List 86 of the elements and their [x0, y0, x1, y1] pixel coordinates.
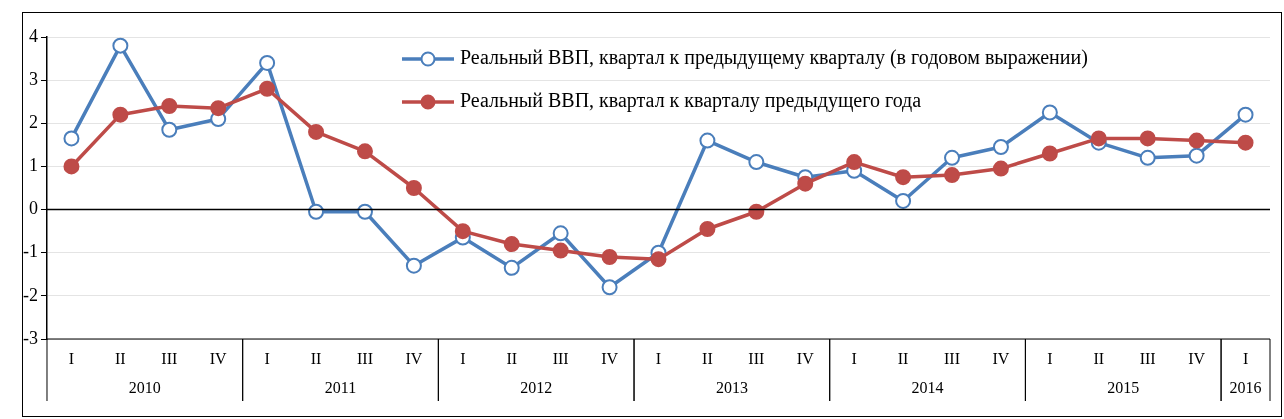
x-tick-label: II	[897, 350, 909, 368]
point	[259, 80, 276, 97]
point	[1237, 134, 1254, 151]
point	[992, 160, 1009, 177]
point	[1188, 147, 1205, 164]
x-tick-label: IV	[601, 350, 619, 368]
x-tick-label: I	[1242, 350, 1249, 368]
point	[895, 192, 912, 209]
point	[356, 143, 373, 160]
text: 2015	[1107, 379, 1140, 397]
text: 2012	[520, 379, 553, 397]
y-tick-label: -3	[22, 327, 38, 348]
x-tick-label: II	[702, 350, 713, 368]
point	[699, 132, 716, 149]
point	[259, 54, 276, 71]
x-tick-label: II	[115, 350, 126, 368]
point	[161, 121, 178, 138]
point	[748, 154, 765, 171]
x-tick-label: II	[310, 350, 322, 368]
point	[1188, 132, 1205, 149]
x-tick-label: IV	[1188, 350, 1206, 368]
x-tick-label: III	[552, 350, 569, 368]
point	[503, 236, 520, 253]
x-tick-label: IV	[209, 350, 228, 368]
point	[454, 223, 471, 240]
point	[356, 203, 373, 220]
text: 2013	[715, 379, 748, 397]
point	[1090, 130, 1107, 147]
x-tick-label: III	[748, 350, 765, 368]
x-tick-label: IV	[992, 350, 1010, 368]
point	[210, 100, 227, 117]
y-tick-label: -2	[22, 284, 38, 305]
point	[944, 167, 961, 184]
x-tick-label: II	[506, 350, 518, 368]
point	[552, 225, 569, 242]
point	[503, 259, 520, 276]
point	[846, 154, 863, 171]
point	[308, 123, 325, 140]
x-tick-label: III	[161, 350, 178, 368]
legend-label: Реальный ВВП, квартал к предыдущему кварталу (в годовом выражении)	[459, 46, 1088, 70]
point	[161, 98, 178, 115]
y-tick-label: 0	[28, 198, 38, 219]
point	[797, 175, 814, 192]
point	[552, 242, 569, 259]
point	[601, 249, 618, 266]
x-tick-label: IV	[796, 350, 815, 368]
text: 2016	[1229, 379, 1262, 397]
point	[112, 37, 129, 54]
y-tick-label: 1	[28, 155, 38, 176]
x-tick-label: I	[68, 350, 75, 368]
point	[308, 203, 325, 220]
x-tick-label: I	[655, 350, 662, 368]
legend-label: Реальный ВВП, квартал к кварталу предыдущего года	[459, 89, 922, 113]
text: 2010	[128, 379, 161, 397]
point	[748, 203, 765, 220]
point	[992, 139, 1009, 156]
text: 2014	[911, 379, 944, 397]
x-tick-label: I	[1047, 350, 1053, 368]
point	[405, 257, 422, 274]
point	[1041, 145, 1058, 162]
x-tick-label: III	[356, 350, 373, 368]
point	[405, 180, 422, 196]
y-tick-label: 2	[28, 112, 38, 133]
point	[601, 279, 618, 296]
point	[63, 158, 80, 175]
point	[944, 149, 961, 166]
text: 2011	[324, 379, 357, 397]
point	[650, 251, 667, 268]
x-tick-label: IV	[405, 350, 423, 368]
point	[1139, 149, 1156, 166]
x-tick-label: III	[1139, 350, 1156, 368]
x-tick-label: I	[460, 350, 466, 368]
point	[1139, 130, 1156, 147]
x-tick-label: III	[944, 350, 961, 368]
x-tick-label: I	[851, 350, 857, 368]
point	[112, 106, 129, 123]
x-tick-label: I	[264, 350, 270, 368]
y-tick-label: -1	[22, 241, 38, 262]
point	[699, 220, 716, 237]
y-tick-label: 4	[28, 25, 38, 46]
point	[895, 169, 912, 186]
point	[1041, 104, 1058, 121]
point	[63, 130, 80, 147]
point	[1237, 106, 1254, 123]
x-tick-label: II	[1093, 350, 1105, 368]
y-tick-label: 3	[28, 68, 38, 89]
